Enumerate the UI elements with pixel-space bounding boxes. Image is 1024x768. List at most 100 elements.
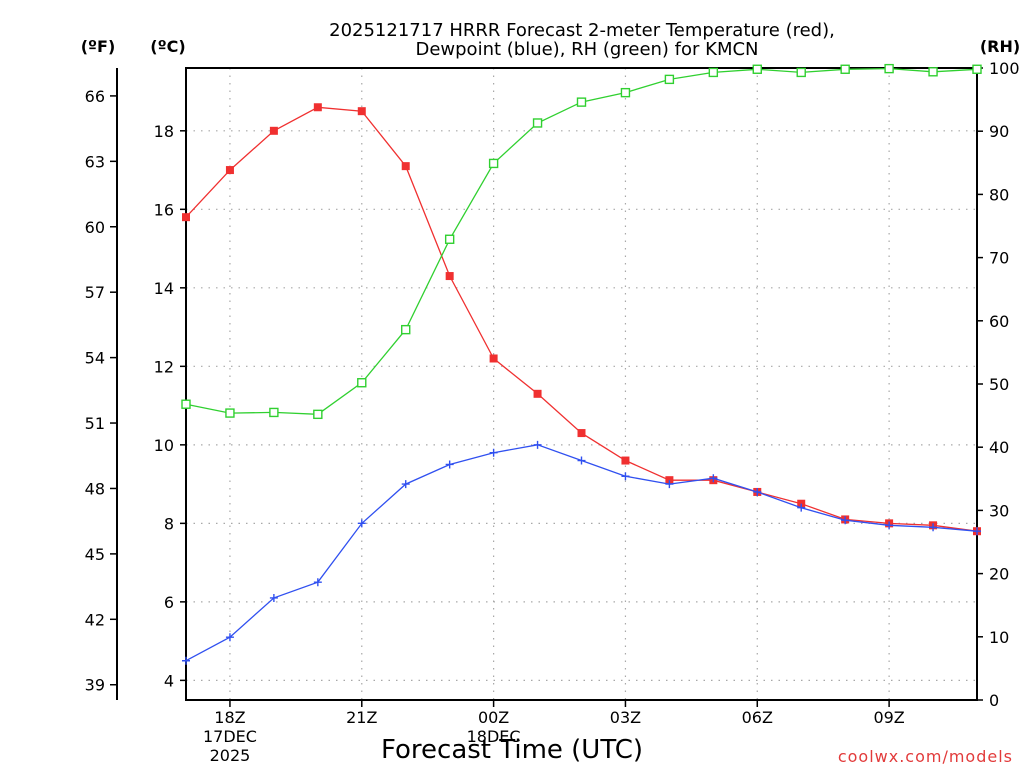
data-point <box>401 480 410 489</box>
grid <box>186 68 977 700</box>
fahrenheit-tick-label: 57 <box>85 283 105 302</box>
data-point <box>533 440 542 449</box>
data-point <box>445 272 454 281</box>
data-point <box>621 472 630 481</box>
data-point <box>313 409 323 420</box>
rh-tick-label: 20 <box>989 565 1009 584</box>
fahrenheit-tick-label: 48 <box>85 479 105 498</box>
series-line <box>185 106 978 532</box>
series-line <box>185 444 978 662</box>
celsius-tick-label: 6 <box>164 593 174 612</box>
data-point <box>225 633 234 642</box>
data-point <box>972 64 982 74</box>
data-point <box>841 516 850 525</box>
series-layer <box>181 63 982 665</box>
chart-subtitle: Dewpoint (blue), RH (green) for KMCN <box>415 39 758 60</box>
x-tick-label: 17DEC <box>203 727 257 746</box>
data-point <box>577 429 586 438</box>
x-tick-label: 00Z <box>478 708 509 727</box>
data-point <box>269 593 278 602</box>
data-point <box>182 213 190 222</box>
rh-tick-label: 60 <box>989 312 1009 331</box>
data-point <box>444 234 455 244</box>
data-point <box>577 456 586 465</box>
data-point <box>489 354 498 363</box>
rh-unit-label: (RH) <box>980 37 1020 56</box>
x-tick-label: 18DEC <box>467 727 521 746</box>
data-point <box>225 408 235 418</box>
celsius-tick-label: 16 <box>154 200 174 219</box>
data-point <box>973 527 981 536</box>
data-point <box>797 503 806 512</box>
rh-tick-label: 50 <box>989 375 1009 394</box>
data-point <box>225 166 234 175</box>
x-tick-label: 18Z <box>214 708 245 727</box>
data-point <box>489 448 498 457</box>
x-tick-label: 2025 <box>210 746 251 765</box>
rh-tick-label: 40 <box>989 438 1009 457</box>
fahrenheit-tick-label: 60 <box>85 218 105 237</box>
rh-tick-label: 10 <box>989 628 1009 647</box>
rh-tick-label: 90 <box>989 122 1009 141</box>
data-point <box>840 64 850 74</box>
series-dewpoint <box>182 440 981 665</box>
celsius-tick-label: 4 <box>164 671 174 690</box>
series-temperature <box>182 103 981 536</box>
data-point <box>885 521 894 530</box>
fahrenheit-tick-label: 42 <box>85 610 105 629</box>
x-axis-label: Forecast Time (UTC) <box>381 735 643 765</box>
rh-tick-label: 100 <box>989 59 1020 78</box>
data-point <box>488 158 499 169</box>
data-point <box>621 456 630 465</box>
data-point <box>445 460 454 469</box>
x-tick-label: 21Z <box>346 708 377 727</box>
fahrenheit-unit-label: (ºF) <box>81 37 116 56</box>
data-point <box>752 64 762 74</box>
data-point <box>753 487 762 496</box>
x-tick-label: 09Z <box>873 708 904 727</box>
data-point <box>401 324 411 335</box>
plot-frame <box>185 67 978 701</box>
rh-tick-label: 80 <box>989 185 1009 204</box>
celsius-unit-label: (ºC) <box>150 37 185 56</box>
fahrenheit-tick-label: 63 <box>85 152 105 171</box>
fahrenheit-tick-label: 66 <box>85 87 105 106</box>
rh-tick-label: 30 <box>989 501 1009 520</box>
data-point <box>928 67 938 77</box>
rh-tick-label: 70 <box>989 249 1009 268</box>
chart-title: 2025121717 HRRR Forecast 2-meter Tempera… <box>329 20 835 41</box>
data-point <box>665 480 674 489</box>
fahrenheit-tick-label: 51 <box>85 414 105 433</box>
data-point <box>796 67 806 78</box>
data-point <box>401 162 410 171</box>
data-point <box>884 63 894 74</box>
data-point <box>181 399 191 409</box>
celsius-tick-label: 14 <box>154 279 174 298</box>
fahrenheit-tick-label: 54 <box>85 349 105 368</box>
x-tick-label: 06Z <box>742 708 773 727</box>
data-point <box>269 126 278 135</box>
series-line <box>185 67 978 415</box>
data-point <box>357 378 367 388</box>
data-point <box>269 407 279 418</box>
celsius-tick-label: 10 <box>154 436 174 455</box>
data-point <box>929 523 938 532</box>
data-point <box>533 389 542 398</box>
data-point <box>357 107 366 116</box>
fahrenheit-tick-label: 39 <box>85 676 105 695</box>
celsius-tick-label: 8 <box>164 514 174 533</box>
data-point <box>709 474 718 483</box>
data-point <box>313 103 322 112</box>
celsius-tick-label: 18 <box>154 122 174 141</box>
x-tick-label: 03Z <box>610 708 641 727</box>
data-point <box>532 118 543 128</box>
data-point <box>708 67 719 78</box>
data-point <box>357 519 366 528</box>
series-rh <box>181 63 982 420</box>
fahrenheit-tick-label: 45 <box>85 545 105 564</box>
credit-text: coolwx.com/models <box>838 747 1013 766</box>
celsius-tick-label: 12 <box>154 357 174 376</box>
data-point <box>313 578 322 587</box>
rh-tick-label: 0 <box>989 691 999 710</box>
